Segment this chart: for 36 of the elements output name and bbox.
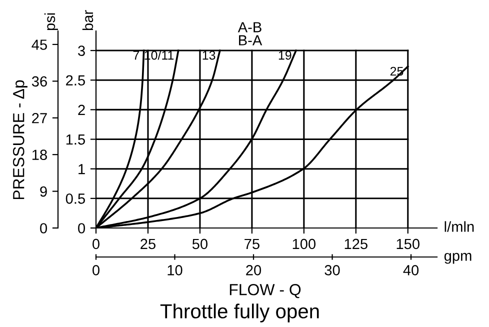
y2-tick-label: 0 (40, 223, 48, 234)
x2-tick-label: 0 (92, 265, 100, 276)
y2-tick-label: 36 (32, 76, 47, 87)
y-tick-label: 2 (78, 104, 85, 115)
y-tick-label: 0 (78, 223, 86, 234)
x-tick-label: 0 (92, 238, 100, 250)
y-tick-label: 1.5 (66, 134, 85, 145)
x2-tick-label: 20 (246, 265, 262, 276)
x-tick-label: 50 (192, 238, 208, 250)
x-tick-label: 125 (344, 238, 368, 250)
y-axis-title: bar (82, 10, 94, 30)
x2-tick-label: 40 (403, 265, 419, 276)
annotation: A-B B-A (238, 22, 262, 46)
y-tick-label: 0.5 (66, 194, 85, 204)
x-tick-label: 150 (396, 238, 420, 250)
x2-axis-title: gpm (444, 252, 472, 264)
x-axis-title: l/mln (444, 221, 474, 232)
y2-tick-label: 27 (32, 112, 47, 124)
text: PRESSURE - Δp (12, 80, 28, 200)
y2-axis-title: psi (44, 13, 58, 30)
y2-tick-label: 9 (40, 186, 47, 197)
y-tick-label: 2.5 (66, 75, 85, 86)
x-tick-label: 75 (244, 238, 260, 250)
text: FLOW - Q (230, 284, 301, 298)
x-tick-label: 100 (292, 238, 316, 250)
text: Throttle fully open (160, 304, 319, 322)
x2-tick-label: 30 (324, 265, 340, 276)
y-tick-label: 1 (78, 164, 85, 174)
x2-tick-label: 10 (168, 265, 182, 276)
y2-tick-label: 45 (32, 40, 47, 50)
series-label: 13 (202, 50, 216, 60)
y-tick-label: 3 (78, 46, 85, 56)
series-label: 7 (133, 50, 140, 60)
y2-tick-label: 18 (32, 150, 47, 160)
x-tick-label: 25 (140, 238, 156, 250)
series-label: 19 (278, 50, 292, 60)
